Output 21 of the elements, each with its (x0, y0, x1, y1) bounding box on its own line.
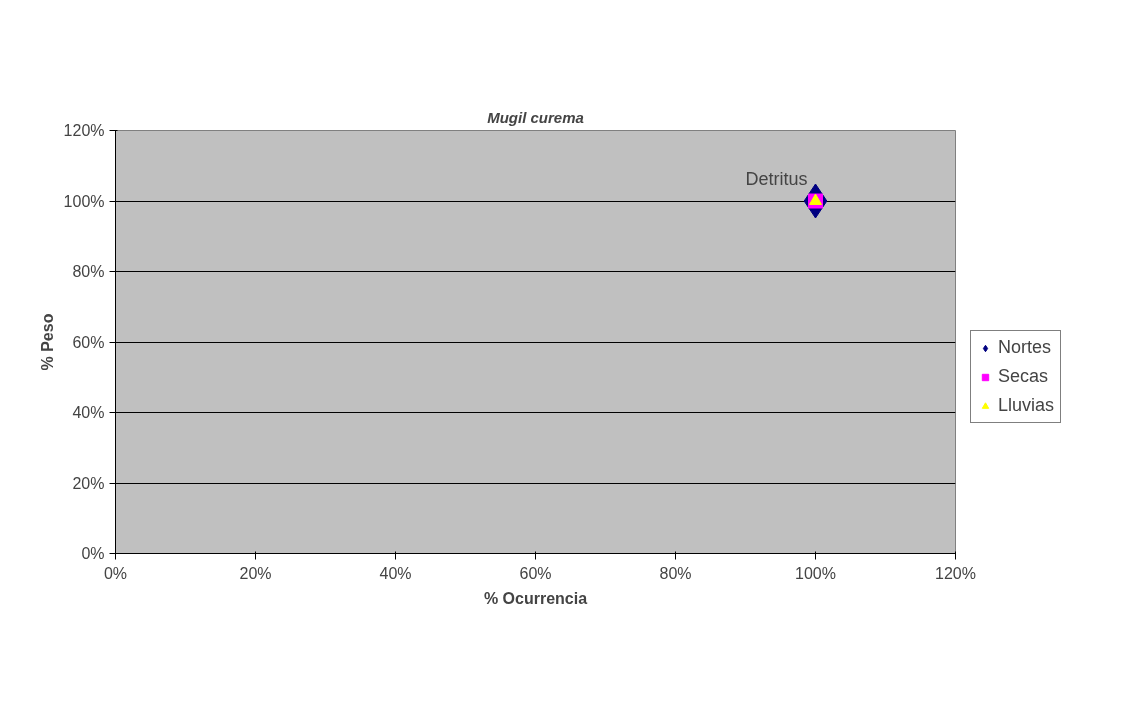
y-tick-label: 20% (72, 474, 105, 492)
y-tick-label: 0% (81, 545, 105, 562)
y-tick-label: 60% (72, 333, 105, 351)
x-tick-label: 60% (519, 564, 552, 582)
y-axis-title: % Peso (38, 313, 56, 371)
x-tick-label: 40% (379, 564, 412, 582)
chart-title: Mugil curema (487, 108, 584, 126)
legend-label: Lluvias (998, 395, 1055, 416)
annotation: Detritus (745, 169, 808, 189)
y-tick-label: 120% (63, 122, 105, 139)
x-tick-label: 120% (935, 564, 976, 582)
x-tick-label: 0% (103, 564, 128, 582)
y-tick-label: 40% (72, 404, 105, 421)
legend-label: Secas (998, 366, 1049, 387)
x-tick-label: 80% (659, 564, 692, 582)
x-tick-label: 100% (795, 564, 836, 582)
y-tick-label: 80% (72, 263, 105, 280)
x-tick-label: 20% (239, 564, 272, 582)
x-axis-title: % Ocurrencia (483, 589, 588, 607)
y-tick-label: 100% (63, 192, 105, 210)
legend-label: Nortes (998, 337, 1052, 358)
